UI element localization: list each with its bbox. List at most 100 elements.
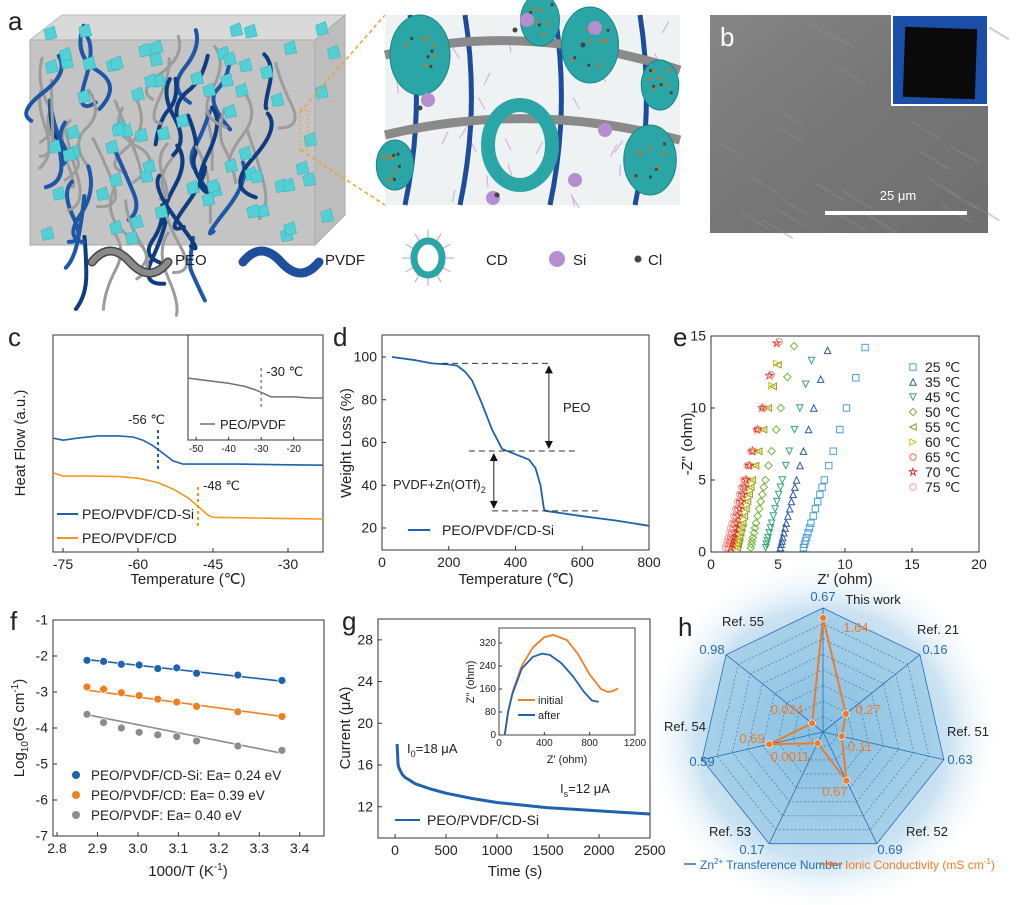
h-radar-axis [725, 654, 824, 733]
cyclodextrin-cup [389, 14, 451, 96]
cyclodextrin-cone [109, 219, 124, 235]
e-data-point [764, 370, 775, 381]
charts: -75 -60 -45 -30PEO/PVDF/CD-SiPEO/PVDF/CD-56… [36, 328, 1003, 905]
cyclodextrin-cone [229, 22, 244, 37]
e-data-point [768, 381, 777, 390]
f-x-tick-label: 3.3 [250, 840, 270, 856]
e-data-point [759, 482, 769, 492]
e-data-point [795, 404, 804, 413]
e-data-point [741, 504, 750, 513]
legend-cl-icon [634, 255, 642, 263]
atom-dot [430, 49, 434, 53]
h-conductivity-value: 0.27 [855, 702, 880, 717]
e-y-tick-label: 0 [698, 544, 706, 560]
e-data-point [735, 496, 747, 507]
sem-texture [835, 65, 867, 86]
h-radar-grid-ring [716, 623, 930, 831]
sem-texture [947, 190, 979, 210]
pvdf-chain [79, 31, 98, 109]
f-y-tick-label: -1 [36, 612, 49, 628]
h-axis-label: Ref. 51 [947, 724, 989, 739]
h-legend-tn-main: Zn [700, 858, 714, 872]
peo-chain [38, 90, 51, 170]
atom-dot [649, 68, 653, 73]
e-data-point [764, 461, 773, 471]
atom-dot [604, 39, 608, 43]
f-data-point [99, 657, 108, 666]
si-pendant [662, 20, 670, 34]
e-data-point [792, 475, 801, 484]
e-data-point [721, 543, 730, 552]
h-conductivity-point [765, 740, 774, 749]
cyclodextrin-cone [66, 124, 81, 140]
f-data-point [153, 730, 163, 740]
pvdf-chain [262, 52, 273, 111]
cyclodextrin-cone [77, 88, 92, 104]
cyclodextrin-cone [201, 191, 216, 207]
sem-texture [835, 212, 867, 232]
h-transference-value: 0.16 [922, 642, 947, 657]
panel-label-h: h [678, 612, 692, 642]
e-data-point [722, 540, 731, 549]
atom-dot [547, 21, 551, 25]
e-data-point [738, 519, 747, 528]
h-radar-grid-ring [762, 669, 884, 789]
e-data-point [727, 532, 739, 543]
cyclodextrin-cone [125, 230, 139, 245]
e-data-point [731, 505, 740, 513]
e-data-point [735, 533, 744, 542]
d-y-tick-label: 40 [361, 477, 377, 493]
e-data-point [748, 533, 758, 543]
h-legend-conductivity-marker [828, 861, 834, 867]
cyclodextrin-cone [239, 57, 253, 73]
scale-bar-label: 25 μm [880, 188, 916, 203]
f-plot-frame [52, 619, 325, 837]
pvdf-chain [238, 111, 274, 200]
h-conductivity-point [842, 776, 851, 785]
atom-dot [429, 64, 433, 68]
e-data-point [728, 519, 736, 527]
cyclodextrin-cone [44, 59, 59, 74]
cyclodextrin-cone [186, 179, 200, 195]
e-data-point [778, 476, 787, 485]
legend-cd-label: CD [486, 252, 508, 269]
atom-dot [651, 84, 656, 88]
e-legend-label: 75 ℃ [925, 479, 960, 495]
f-legend-label: PEO/PVDF/CD-Si: Ea= 0.24 eV [91, 768, 281, 783]
pvdf-chain [146, 210, 170, 286]
zoom-guide-line [299, 14, 386, 113]
peo-chain [64, 130, 82, 212]
h-radar-axis [702, 731, 824, 760]
box-top-face [28, 14, 347, 41]
atom-dot [597, 63, 601, 67]
g-i0-label: I0=18 μA [407, 741, 458, 759]
e-data-point [749, 528, 759, 538]
legend-pvdf-icon [238, 246, 324, 278]
si-atom [421, 93, 435, 107]
atom-dot [570, 58, 574, 62]
e-data-point [748, 475, 757, 485]
e-data-point [725, 529, 734, 537]
e-data-point [723, 537, 731, 545]
atom-dot [600, 39, 604, 44]
e-legend-marker [908, 393, 918, 402]
g-y-tick-label: 16 [357, 757, 373, 773]
atom-dot [426, 55, 430, 59]
d-step-pvdf-sub: 2 [481, 485, 486, 495]
h-radar-axis [822, 731, 878, 844]
g-inset-ylabel: Z'' (ohm) [465, 661, 477, 704]
f-data-point [192, 702, 201, 711]
g-inset-series-line [503, 652, 599, 736]
e-data-point [789, 341, 799, 351]
h-conductivity-value: 0.67 [822, 784, 847, 799]
sem-texture [969, 201, 1001, 222]
c-legend-label: PEO/PVDF/CD [82, 530, 177, 546]
panel-label-a: a [8, 6, 23, 36]
g-y-tick-label: 24 [357, 673, 373, 689]
e-data-point [767, 446, 777, 456]
g-inset-y-tick-label: 320 [479, 638, 496, 649]
f-x-tick-label: 3.2 [209, 840, 229, 856]
legend-peo-label: PEO [175, 252, 207, 269]
f-xlabel: 1000/T (K-1) [148, 862, 228, 880]
peo-chain [158, 142, 169, 201]
